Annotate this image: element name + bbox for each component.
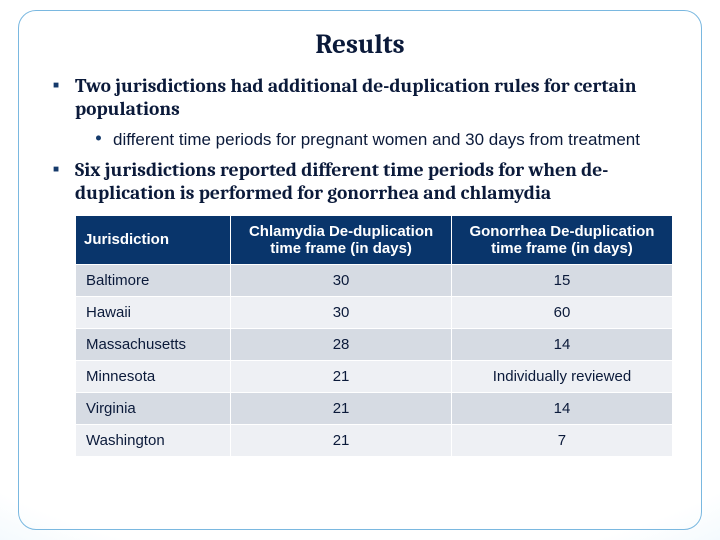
table-row: Baltimore 30 15: [76, 265, 673, 297]
table-row: Massachusetts 28 14: [76, 329, 673, 361]
sub-bullet-item: different time periods for pregnant wome…: [95, 129, 673, 150]
table-cell: Hawaii: [76, 297, 231, 329]
table-cell: 14: [451, 393, 672, 425]
bullet-text: Six jurisdictions reported different tim…: [75, 158, 673, 205]
table-cell: 7: [451, 425, 672, 457]
table-header-cell: Jurisdiction: [76, 215, 231, 265]
table-cell: 21: [231, 361, 452, 393]
table-cell: Washington: [76, 425, 231, 457]
sub-bullet-text: different time periods for pregnant wome…: [113, 129, 673, 150]
table-cell: 15: [451, 265, 672, 297]
table-cell: 28: [231, 329, 452, 361]
table-cell: 60: [451, 297, 672, 329]
table-cell: Individually reviewed: [451, 361, 672, 393]
table-cell: 30: [231, 297, 452, 329]
bullet-list: Two jurisdictions had additional de-dupl…: [47, 74, 673, 205]
table-cell: 21: [231, 425, 452, 457]
bullet-item: Six jurisdictions reported different tim…: [53, 158, 673, 205]
table-header-row: Jurisdiction Chlamydia De-duplication ti…: [76, 215, 673, 265]
table-row: Minnesota 21 Individually reviewed: [76, 361, 673, 393]
table-cell: Baltimore: [76, 265, 231, 297]
table-cell: Minnesota: [76, 361, 231, 393]
sub-bullet-list: different time periods for pregnant wome…: [75, 129, 673, 150]
table-row: Hawaii 30 60: [76, 297, 673, 329]
data-table: Jurisdiction Chlamydia De-duplication ti…: [75, 215, 673, 458]
table-cell: 14: [451, 329, 672, 361]
table-cell: 21: [231, 393, 452, 425]
table-row: Washington 21 7: [76, 425, 673, 457]
table-row: Virginia 21 14: [76, 393, 673, 425]
table-header-cell: Chlamydia De-duplication time frame (in …: [231, 215, 452, 265]
slide-title: Results: [47, 29, 673, 60]
table-container: Jurisdiction Chlamydia De-duplication ti…: [47, 215, 673, 458]
bullet-text: Two jurisdictions had additional de-dupl…: [75, 74, 673, 121]
table-cell: 30: [231, 265, 452, 297]
table-header-cell: Gonorrhea De-duplication time frame (in …: [451, 215, 672, 265]
bullet-item: Two jurisdictions had additional de-dupl…: [53, 74, 673, 150]
table-cell: Virginia: [76, 393, 231, 425]
slide-frame: Results Two jurisdictions had additional…: [18, 10, 702, 530]
table-cell: Massachusetts: [76, 329, 231, 361]
